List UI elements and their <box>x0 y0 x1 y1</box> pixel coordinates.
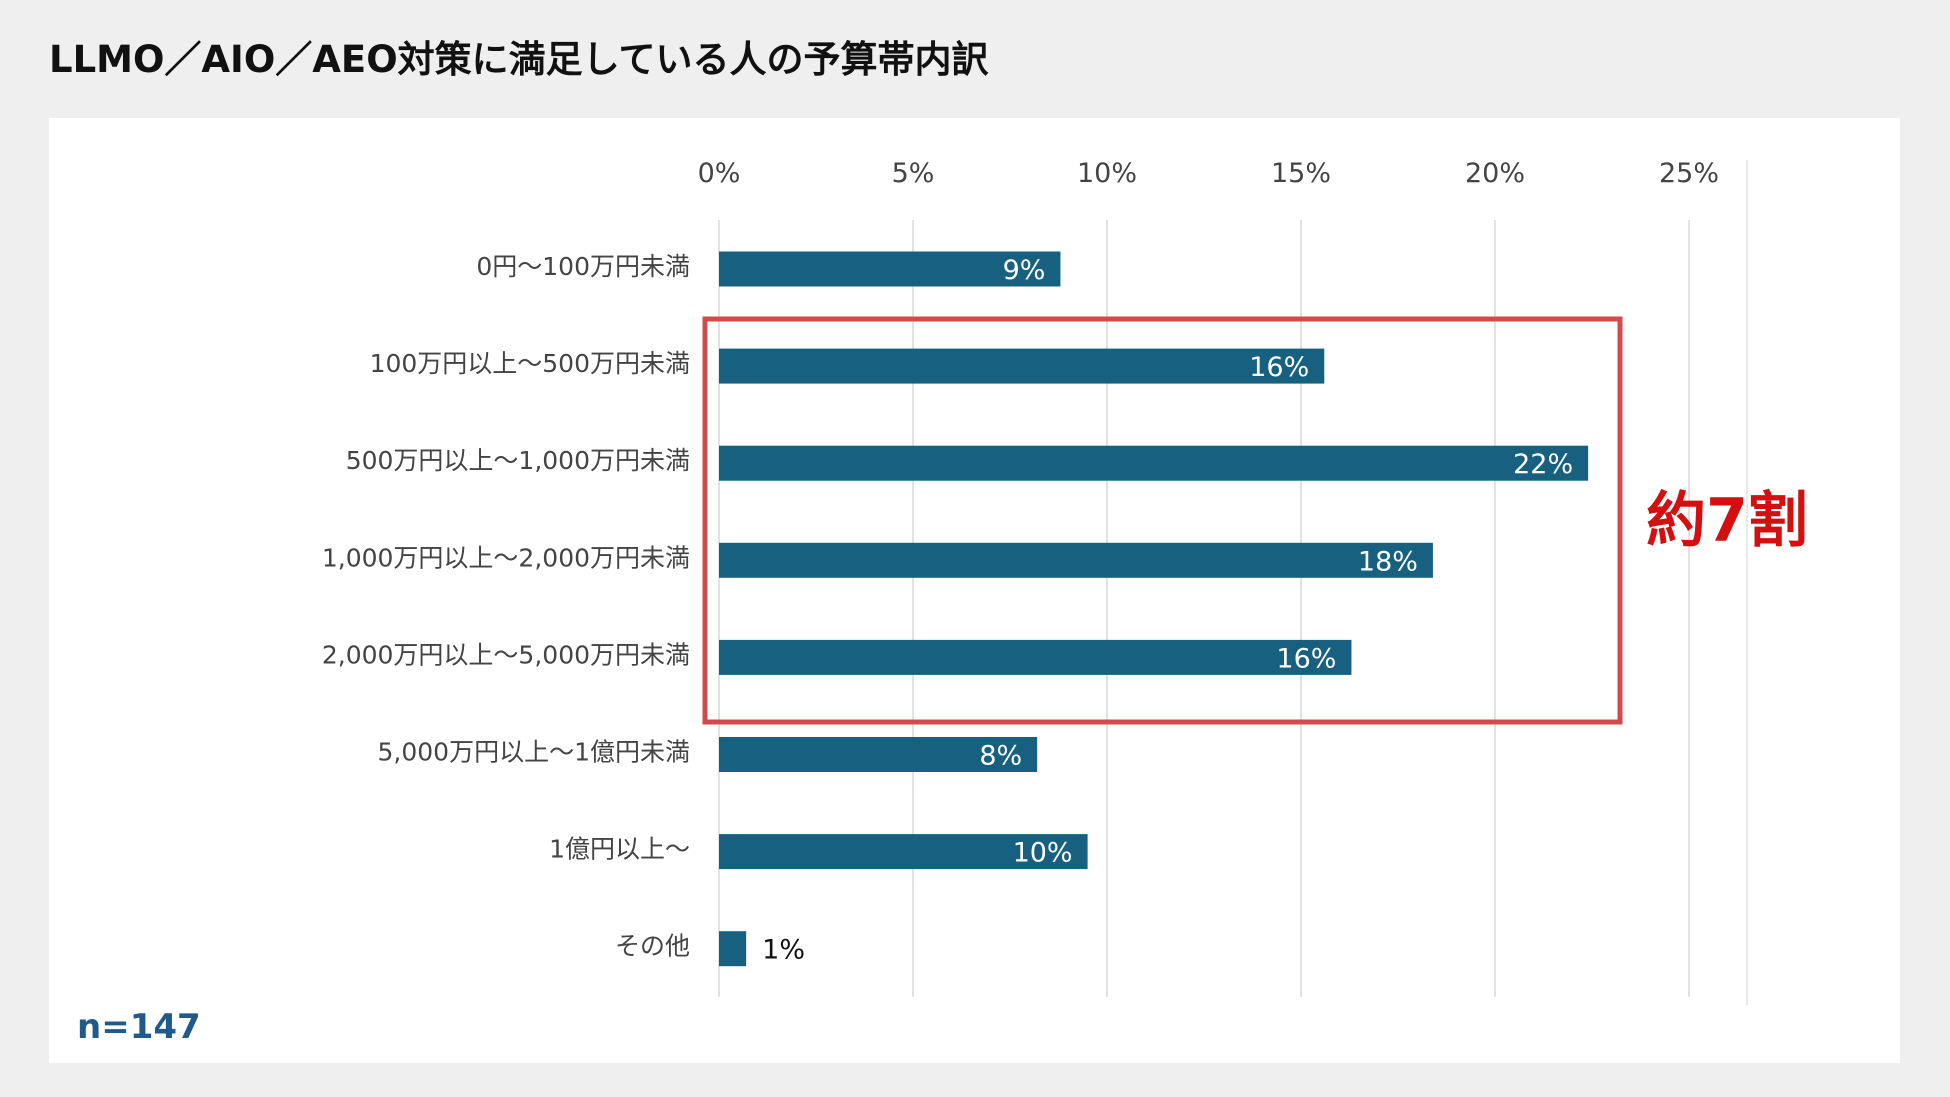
bar <box>719 251 1061 287</box>
category-label: 100万円以上〜500万円未満 <box>370 349 690 378</box>
data-label: 16% <box>1249 352 1309 383</box>
category-label: 1,000万円以上〜2,000万円未満 <box>322 543 690 572</box>
bar <box>719 834 1088 870</box>
category-label: 1億円以上〜 <box>549 835 690 864</box>
highlight-box <box>702 316 1623 725</box>
x-tick-label: 0% <box>698 158 741 189</box>
sample-size-label: n=147 <box>77 1007 201 1047</box>
data-label: 1% <box>762 935 805 966</box>
x-tick-label: 25% <box>1659 158 1719 189</box>
category-label: 5,000万円以上〜1億円未満 <box>378 738 690 767</box>
category-label: 0円〜100万円未満 <box>476 252 690 281</box>
bar <box>719 348 1325 384</box>
x-tick-label: 15% <box>1271 158 1331 189</box>
bar <box>719 931 747 967</box>
x-tick-label: 10% <box>1077 158 1137 189</box>
x-tick-label: 5% <box>892 158 935 189</box>
annotation-label: 約7割 <box>1646 486 1808 556</box>
bar <box>719 639 1352 675</box>
data-label: 9% <box>1003 255 1046 286</box>
data-label: 16% <box>1276 643 1336 674</box>
data-label: 18% <box>1358 546 1418 577</box>
bar <box>719 542 1433 578</box>
data-label: 8% <box>979 741 1022 772</box>
category-label: その他 <box>615 932 690 961</box>
chart-title: LLMO／AIO／AEO対策に満足している人の予算帯内訳 <box>49 38 989 81</box>
category-label: 500万円以上〜1,000万円未満 <box>346 446 690 475</box>
category-label: 2,000万円以上〜5,000万円未満 <box>322 640 690 669</box>
data-label: 22% <box>1513 449 1573 480</box>
bar <box>719 737 1038 772</box>
data-label: 10% <box>1013 838 1073 869</box>
x-tick-label: 20% <box>1465 158 1525 189</box>
bar <box>719 445 1589 481</box>
